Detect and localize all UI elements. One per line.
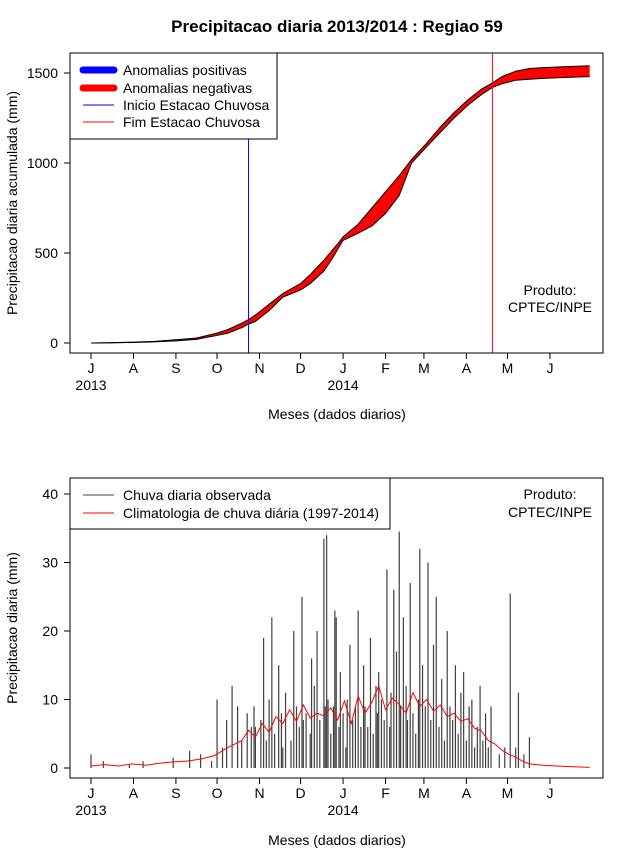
x-tick-label: O (212, 360, 223, 376)
legend-label-observed: Chuva diaria observada (123, 487, 271, 503)
year-label: 2014 (328, 377, 359, 393)
x-tick-label: M (502, 785, 514, 801)
cumulative-marks (90, 53, 590, 353)
y-tick-label: 1500 (27, 65, 58, 81)
y-tick-label: 20 (42, 623, 58, 639)
product-source: CPTEC/INPE (508, 504, 592, 520)
daily-marks (90, 531, 590, 768)
y-tick-label: 500 (35, 245, 59, 261)
x-tick-label: J (340, 360, 347, 376)
x-axis-label: Meses (dados diarios) (268, 832, 406, 848)
cumulative-chart: Precipitacao diaria 2013/2014 : Regiao 5… (4, 17, 604, 422)
year-label: 2014 (328, 802, 359, 818)
x-tick-label: F (381, 785, 390, 801)
y-tick-label: 10 (42, 692, 58, 708)
legend: Chuva diaria observada Climatologia de c… (69, 477, 391, 530)
climatology-daily-line (90, 684, 590, 768)
chart-title: Precipitacao diaria 2013/2014 : Regiao 5… (171, 17, 503, 36)
x-tick-label: D (296, 785, 306, 801)
x-tick-label: N (254, 360, 264, 376)
y-axis-label: Precipitacao diaria (mm) (4, 552, 20, 704)
x-tick-label: J (88, 360, 95, 376)
legend-label-positive: Anomalias positivas (123, 62, 247, 78)
y-tick-label: 40 (42, 486, 58, 502)
y-tick-label: 1000 (27, 155, 58, 171)
legend: Anomalias positivas Anomalias negativas … (69, 52, 278, 140)
y-axis-label: Precipitacao diaria acumulada (mm) (4, 91, 20, 315)
x-tick-label: O (212, 785, 223, 801)
x-tick-label: J (546, 360, 553, 376)
legend-label-end: Fim Estacao Chuvosa (123, 114, 260, 130)
product-label: Produto: (524, 282, 577, 298)
x-tick-label: A (462, 360, 472, 376)
x-tick-label: M (502, 360, 514, 376)
year-label: 2013 (75, 802, 106, 818)
legend-label-negative: Anomalias negativas (123, 80, 252, 96)
x-tick-label: J (546, 785, 553, 801)
x-axis-label: Meses (dados diarios) (268, 406, 406, 422)
observed-cumulative-line (90, 76, 590, 344)
product-source: CPTEC/INPE (508, 299, 592, 315)
y-tick-label: 30 (42, 555, 58, 571)
y-axis: 0 10 20 30 40 (42, 486, 71, 776)
climatology-cumulative-line (90, 65, 590, 344)
legend-label-start: Inicio Estacao Chuvosa (123, 97, 270, 113)
x-tick-label: N (254, 785, 264, 801)
legend-label-climatology: Climatologia de chuva diária (1997-2014) (123, 505, 379, 521)
x-tick-label: S (171, 785, 180, 801)
x-tick-label: D (296, 360, 306, 376)
product-label: Produto: (524, 486, 577, 502)
x-tick-label: J (340, 785, 347, 801)
year-label: 2013 (75, 377, 106, 393)
x-tick-label: S (171, 360, 180, 376)
x-tick-label: A (129, 785, 139, 801)
x-tick-label: F (381, 360, 390, 376)
y-tick-label: 0 (50, 335, 58, 351)
x-tick-label: A (129, 360, 139, 376)
x-tick-label: J (88, 785, 95, 801)
legend-box (69, 477, 391, 530)
x-tick-label: A (462, 785, 472, 801)
y-axis: 0 500 1000 1500 (27, 65, 71, 351)
x-tick-label: M (418, 360, 430, 376)
x-tick-label: M (418, 785, 430, 801)
y-tick-label: 0 (50, 760, 58, 776)
